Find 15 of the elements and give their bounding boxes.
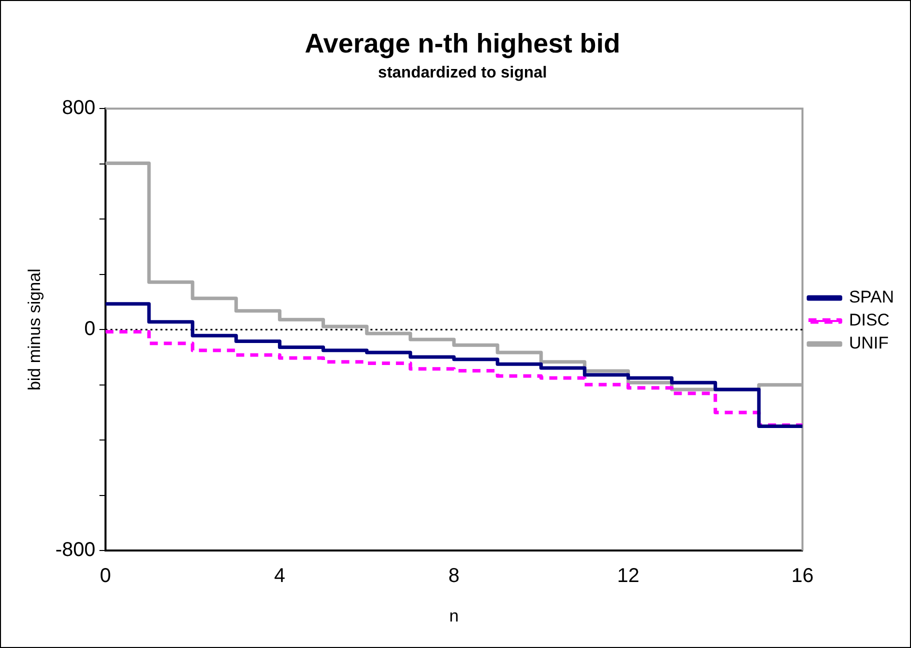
x-axis-title: n [449,606,459,626]
y-tick-label: 0 [84,318,96,340]
x-tick-label: 16 [791,565,814,588]
legend-label: DISC [848,310,890,330]
x-tick-label: 8 [448,565,460,588]
x-tick-label: 12 [617,565,640,588]
y-axis-title: bid minus signal [24,268,44,391]
legend-label: UNIF [848,334,889,353]
legend-label: SPAN [848,288,894,307]
y-tick-label: 800 [62,97,96,120]
x-tick-label: 4 [274,565,286,588]
x-tick-label: 0 [100,565,111,588]
chart-title: Average n-th highest bid [304,28,620,59]
chart-subtitle: standardized to signal [378,64,547,82]
y-tick-label: -800 [55,539,96,562]
